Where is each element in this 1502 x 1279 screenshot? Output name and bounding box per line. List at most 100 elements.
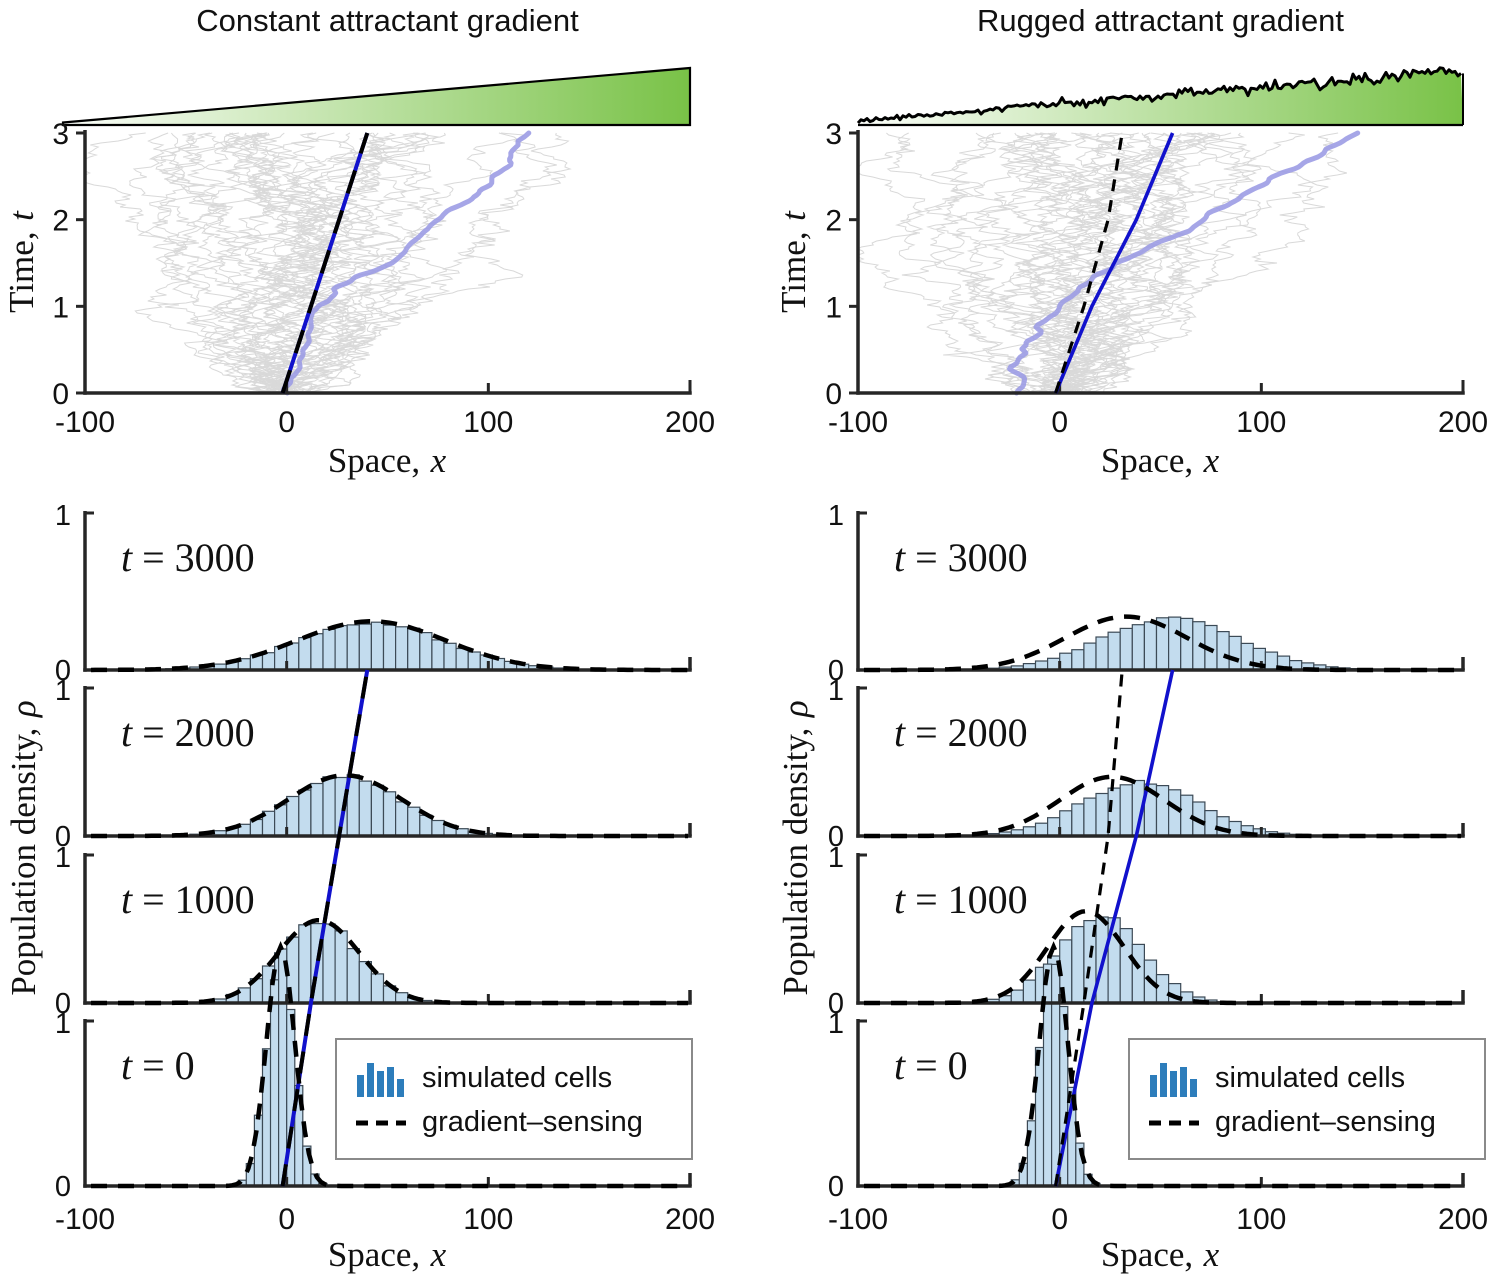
x-axis-label-variable: x [430, 441, 447, 480]
panel-title-rugged: Rugged attractant gradient [976, 3, 1345, 38]
density-envelope [864, 774, 1461, 839]
y-axis-label-density: Population density, ρ [776, 700, 816, 995]
x-axis-label-variable: x [430, 1235, 447, 1274]
histogram-bars [974, 779, 1303, 837]
panel-time-label: t = 3000 [894, 535, 1028, 580]
y-tick-label: 0 [55, 655, 71, 687]
x-tick-label: -100 [55, 406, 115, 439]
panel-time-label: t = 2000 [121, 710, 255, 755]
dashed-line-icon [356, 1120, 406, 1125]
cell-trajectories [856, 132, 1348, 394]
legend-item-gradient-sensing: gradient–sensing [1148, 1106, 1466, 1139]
x-axis-label-space: Space, x [1101, 1235, 1219, 1275]
density-envelope [90, 619, 688, 673]
x-axis-label-text: Space, [327, 1235, 421, 1274]
gradient-sensing-line [1054, 669, 1124, 1187]
x-tick-label: 0 [278, 406, 295, 439]
attractant-wedge [61, 66, 692, 127]
panel-time-label: t = 0 [894, 1043, 968, 1088]
y-tick-label: 3 [52, 118, 69, 151]
legend-item-gradient-sensing: gradient–sensing [355, 1106, 673, 1139]
x-tick-label: -100 [828, 1203, 888, 1236]
y-tick-label: 0 [828, 821, 844, 853]
density-envelope [864, 614, 1461, 673]
legend-label-gradient-sensing: gradient–sensing [1215, 1106, 1436, 1138]
y-tick-label: 3 [825, 118, 842, 151]
x-tick-label: 0 [1051, 406, 1068, 439]
y-tick-label: 0 [55, 821, 71, 853]
legend: simulated cells gradient–sensing [335, 1038, 693, 1160]
y-tick-label: 0 [828, 988, 844, 1020]
histogram-bars [189, 774, 506, 837]
y-tick-label: 1 [825, 291, 842, 324]
y-tick-label: 1 [52, 291, 69, 324]
legend-label-simulated-cells: simulated cells [422, 1061, 613, 1094]
density-envelope [91, 941, 688, 1189]
histogram-bars [974, 616, 1363, 671]
x-axis-label-variable: x [1203, 1235, 1220, 1274]
density-envelope [91, 773, 688, 839]
y-tick-label: 0 [828, 1171, 844, 1203]
y-axis-label-variable: ρ [776, 700, 815, 718]
highlighted-trajectory [281, 130, 532, 396]
x-axis-label-space: Space, x [1101, 441, 1219, 481]
legend-item-simulated-cells: simulated cells [1148, 1059, 1466, 1097]
panel-time-label: t = 1000 [121, 877, 255, 922]
y-tick-label: 0 [825, 378, 842, 411]
y-axis-label-text: Population density, [776, 727, 815, 996]
gradient-sensing-line [280, 669, 370, 1187]
legend-item-simulated-cells: simulated cells [355, 1059, 673, 1097]
x-axis-label-text: Space, [327, 441, 421, 480]
x-tick-label: 100 [463, 1203, 513, 1236]
x-tick-label: 200 [1438, 406, 1488, 439]
density-panel-axes: 1 0 t = 1000 [55, 842, 692, 1020]
y-axis-label-text: Time, [2, 231, 41, 313]
y-axis-label-text: Time, [774, 231, 813, 313]
mean-position-line [1053, 132, 1175, 394]
histogram-icon [1150, 1063, 1197, 1097]
x-tick-label: 0 [278, 1203, 295, 1236]
y-axis-label-time: Time, t [774, 211, 814, 313]
y-axis-label-variable: t [2, 211, 41, 221]
x-tick-label: 200 [1438, 1203, 1488, 1236]
y-tick-label: 1 [55, 842, 71, 874]
panel-time-label: t = 0 [121, 1043, 195, 1088]
y-axis-label-variable: ρ [4, 700, 43, 718]
panel-time-label: t = 2000 [894, 710, 1028, 755]
x-tick-label: -100 [828, 406, 888, 439]
y-tick-label: 1 [55, 675, 71, 707]
x-axis-label-text: Space, [1100, 441, 1194, 480]
y-tick-label: 1 [55, 1008, 71, 1040]
x-axis-label-text: Space, [1100, 1235, 1194, 1274]
x-tick-label: 200 [665, 1203, 715, 1236]
density-panel-axes: 10t = 0-100 0 100 200 [55, 1008, 715, 1236]
x-tick-label: 0 [1051, 1203, 1068, 1236]
x-tick-label: 100 [1236, 1203, 1286, 1236]
y-tick-label: 1 [828, 1008, 844, 1040]
y-tick-label: 0 [52, 378, 69, 411]
y-tick-label: 1 [55, 500, 71, 532]
x-tick-label: 100 [463, 406, 513, 439]
y-axis-label-density: Population density, ρ [4, 700, 44, 995]
y-tick-label: 2 [52, 205, 69, 238]
legend: simulated cells gradient–sensing [1128, 1038, 1486, 1160]
y-tick-label: 1 [828, 675, 844, 707]
x-tick-label: 100 [1236, 406, 1286, 439]
x-axis-label-variable: x [1203, 441, 1220, 480]
panel-time-label: t = 1000 [894, 877, 1028, 922]
density-panel-axes: 1 0 t = 2000 [55, 675, 692, 853]
gradient-sensing-line [1054, 132, 1124, 394]
y-tick-label: 1 [828, 500, 844, 532]
density-envelope [91, 917, 688, 1006]
legend-label-gradient-sensing: gradient–sensing [422, 1106, 643, 1138]
y-tick-label: 1 [828, 842, 844, 874]
x-axis-label-space: Space, x [328, 1235, 446, 1275]
attractant-wedge [856, 66, 1464, 127]
dashed-line-icon [1149, 1120, 1199, 1125]
y-tick-label: 2 [825, 205, 842, 238]
